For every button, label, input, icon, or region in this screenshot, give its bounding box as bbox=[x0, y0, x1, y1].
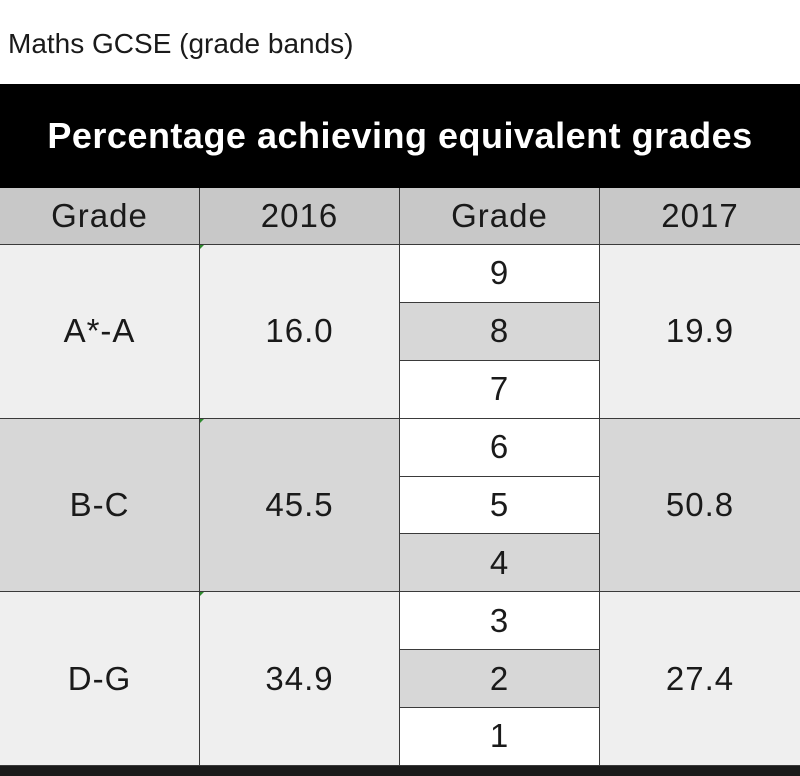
new-grade-5: 5 bbox=[400, 476, 600, 535]
chart-caption: Maths GCSE (grade bands) bbox=[8, 28, 354, 59]
new-grade-1: 1 bbox=[400, 708, 600, 766]
new-grade-7: 7 bbox=[400, 360, 600, 419]
header-grade-old: Grade bbox=[0, 188, 200, 245]
value-2017-band-d: 27.4 bbox=[600, 592, 800, 766]
old-grade-band-d: D-G bbox=[0, 592, 200, 766]
header-2016: 2016 bbox=[200, 188, 400, 245]
value-2017-band-b: 50.8 bbox=[600, 418, 800, 593]
value-2016-band-d: 34.9 bbox=[200, 592, 400, 766]
old-grade-band-a: A*-A bbox=[0, 245, 200, 419]
new-grade-2: 2 bbox=[400, 650, 600, 708]
table-title: Percentage achieving equivalent grades bbox=[0, 84, 800, 188]
value-2016-band-b: 45.5 bbox=[200, 418, 400, 593]
value-2017-band-a: 19.9 bbox=[600, 245, 800, 419]
new-grade-3: 3 bbox=[400, 592, 600, 651]
header-2017: 2017 bbox=[600, 188, 800, 245]
new-grade-4: 4 bbox=[400, 534, 600, 593]
new-grade-6: 6 bbox=[400, 418, 600, 477]
header-grade-new: Grade bbox=[400, 188, 600, 245]
old-grade-band-b: B-C bbox=[0, 418, 200, 593]
new-grade-9: 9 bbox=[400, 245, 600, 303]
new-grade-8: 8 bbox=[400, 302, 600, 361]
grade-equivalence-table: Percentage achieving equivalent grades G… bbox=[0, 84, 800, 776]
value-2016-band-a: 16.0 bbox=[200, 245, 400, 419]
